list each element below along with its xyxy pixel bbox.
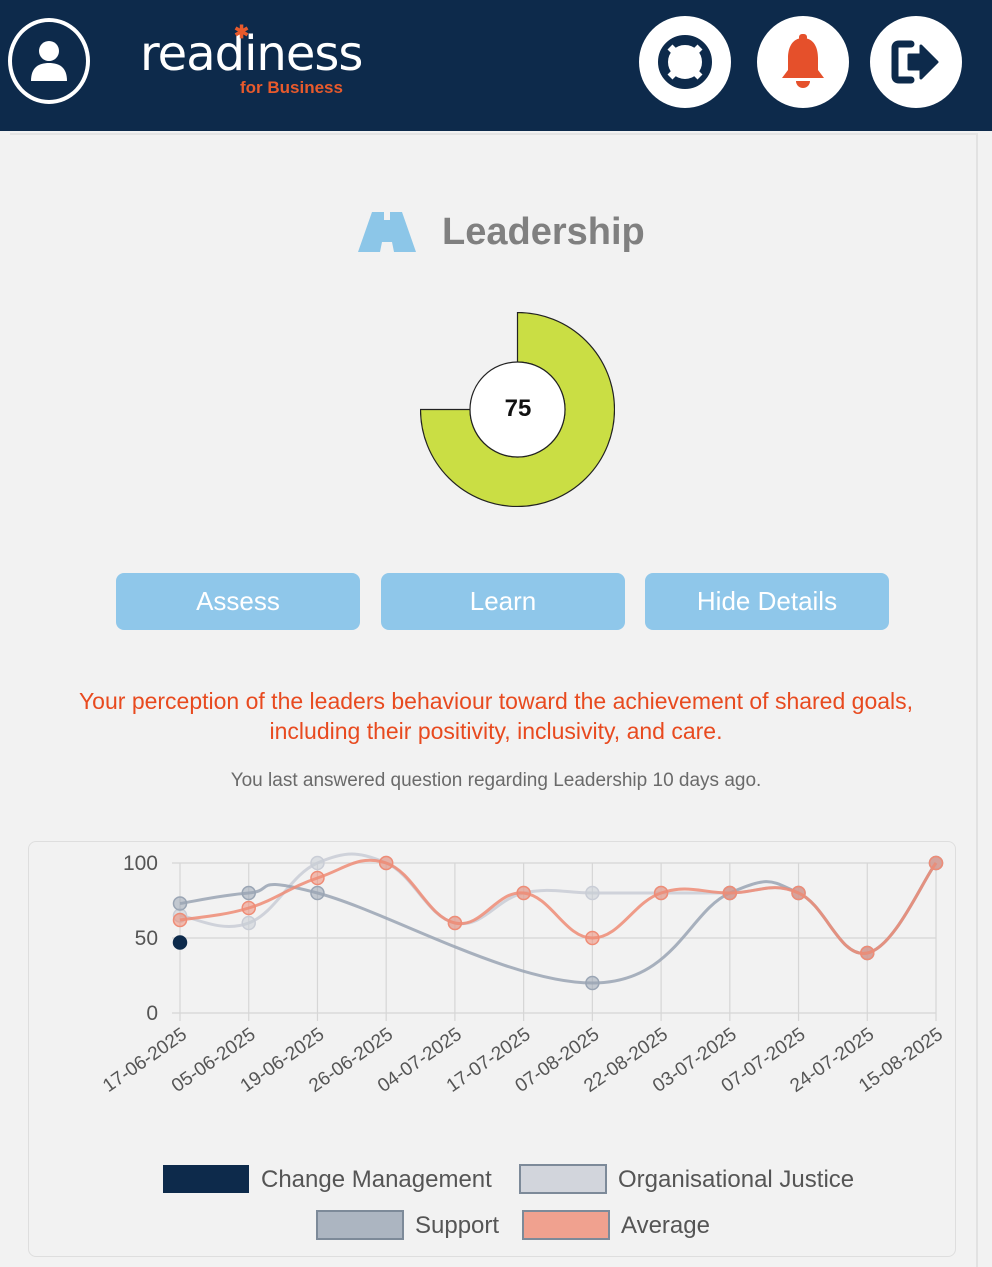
legend-swatch [316, 1210, 404, 1240]
road-icon [358, 212, 416, 252]
legend-swatch [163, 1165, 249, 1193]
user-icon [31, 41, 67, 81]
legend-swatch [519, 1164, 607, 1194]
assess-button[interactable]: Assess [116, 573, 360, 630]
hide-details-button[interactable]: Hide Details [645, 573, 889, 630]
data-point [310, 855, 325, 871]
asterisk-icon: ✱ [234, 22, 250, 42]
score-value: 75 [504, 395, 532, 422]
legend-label: Support [415, 1212, 499, 1239]
data-point [585, 885, 600, 901]
data-point [172, 935, 188, 950]
brand-logo: readiness ✱ for Business [140, 22, 363, 102]
data-point [378, 855, 394, 871]
notifications-button[interactable] [757, 16, 849, 108]
action-buttons: Assess Learn Hide Details [116, 573, 889, 630]
data-point [241, 885, 256, 901]
logout-icon [891, 40, 939, 84]
logout-button[interactable] [870, 16, 962, 108]
legend-label: Change Management [261, 1166, 492, 1193]
page-title: Leadership [442, 210, 645, 253]
history-line-chart: 05010017-06-202505-06-202519-06-202526-0… [99, 852, 947, 1240]
data-point [585, 975, 600, 991]
history-chart-card: 0 50 100 17-06-2025 05-06-2025 19-06-2025 26-0… [28, 841, 956, 1257]
data-point [241, 915, 256, 931]
legend-label: Organisational Justice [618, 1166, 854, 1193]
legend-swatch [522, 1210, 610, 1240]
data-point [172, 912, 188, 928]
top-bar: readiness ✱ for Business [0, 0, 992, 131]
brand-name: readiness [140, 26, 363, 82]
life-ring-icon [658, 35, 712, 89]
data-point [172, 896, 188, 911]
legend-label: Average [621, 1212, 710, 1239]
data-point [722, 885, 738, 901]
data-point [653, 885, 669, 901]
data-point [585, 930, 600, 946]
help-button[interactable] [639, 16, 731, 108]
data-point [310, 870, 325, 886]
y-tick-label: 0 [146, 1002, 158, 1025]
profile-button[interactable] [8, 18, 90, 104]
data-point [241, 900, 256, 916]
topic-description: Your perception of the leaders behaviour… [78, 688, 914, 744]
data-point [791, 885, 806, 901]
brand-tagline: for Business [240, 78, 343, 97]
bell-icon [782, 34, 824, 88]
last-answered-text: You last answered question regarding Lea… [230, 770, 762, 791]
topic-header: Leadership [358, 206, 645, 258]
gauge-center [469, 361, 566, 458]
series-line [179, 858, 938, 955]
learn-button[interactable]: Learn [381, 573, 625, 630]
score-gauge [420, 312, 615, 507]
data-point [447, 915, 463, 931]
data-point [860, 945, 875, 961]
y-tick-label: 50 [135, 927, 158, 950]
data-point [928, 855, 944, 871]
data-point [310, 885, 325, 901]
y-tick-label: 100 [123, 852, 158, 875]
data-point [516, 885, 531, 901]
